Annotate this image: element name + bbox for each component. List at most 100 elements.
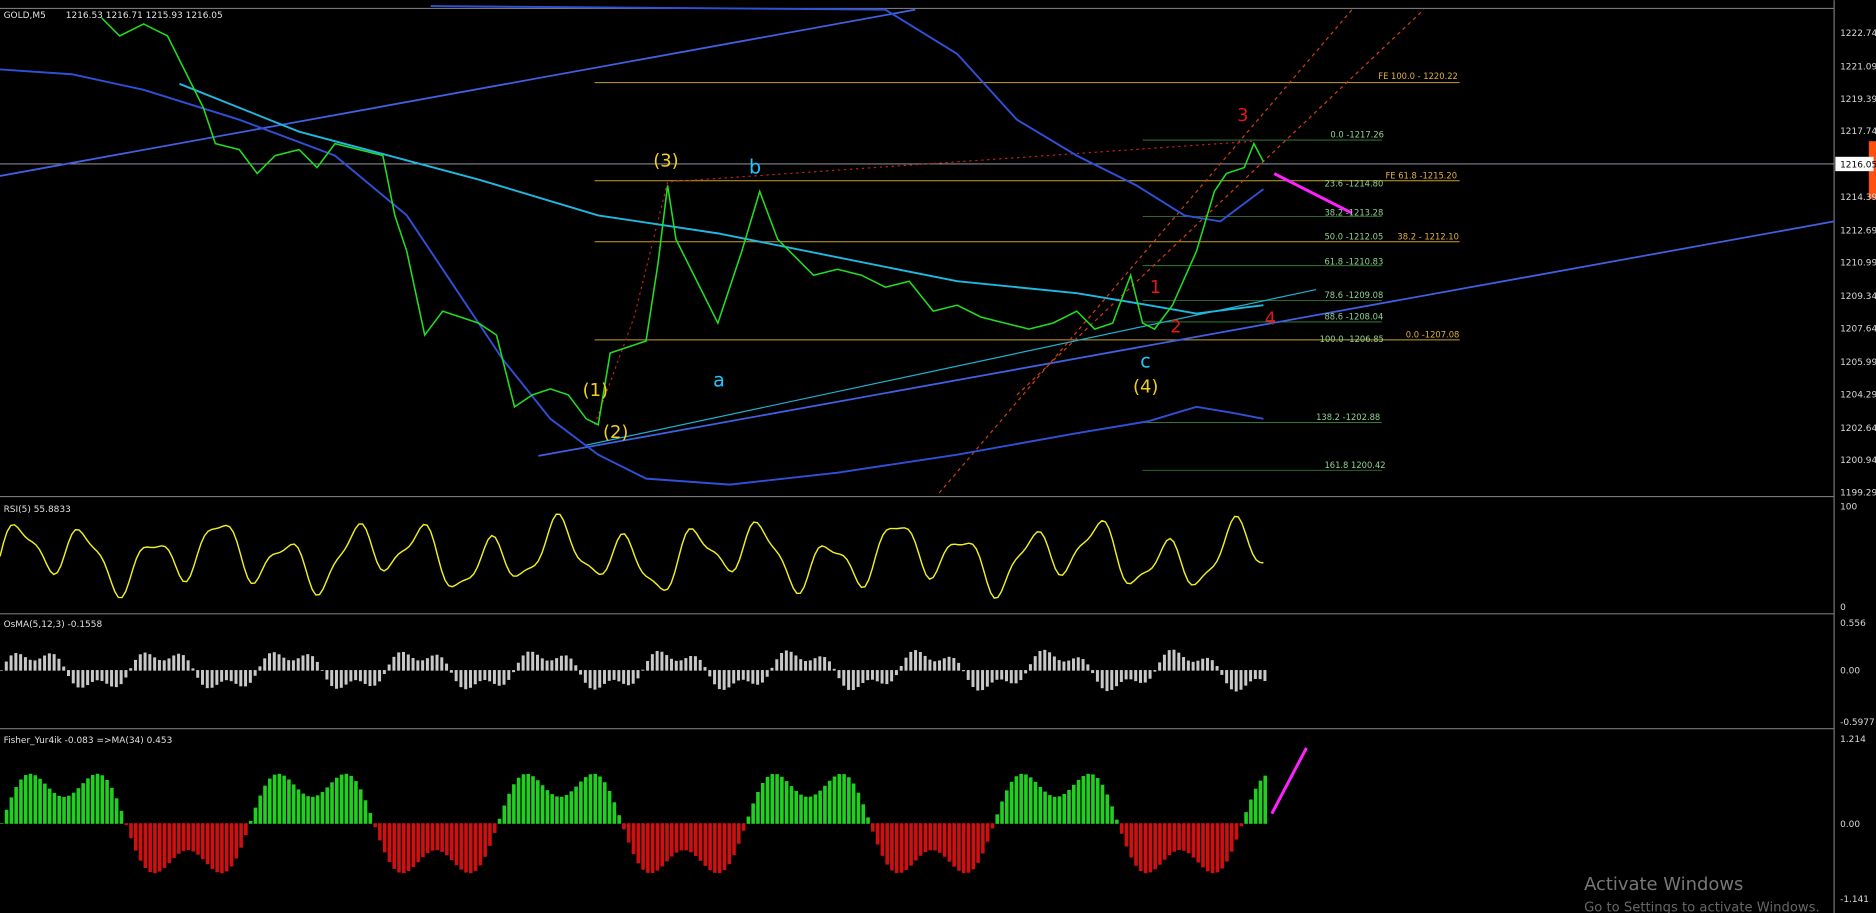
- decoration: [162, 823, 167, 868]
- decoration: [134, 823, 138, 851]
- decoration: [847, 777, 851, 824]
- decoration: [1105, 670, 1109, 692]
- decoration: [81, 670, 85, 688]
- decoration: [1201, 823, 1205, 868]
- decoration: [574, 665, 578, 671]
- decoration: [923, 655, 927, 671]
- decoration: [861, 670, 865, 684]
- fib-label: 78.6 -1209.08: [1324, 290, 1383, 300]
- decoration: [134, 659, 137, 671]
- decoration: [224, 670, 228, 681]
- decoration: [918, 823, 923, 856]
- decoration: [957, 662, 961, 671]
- watermark-subtitle: Go to Settings to activate Windows.: [1584, 901, 1820, 913]
- decoration: [81, 783, 85, 824]
- fe-label: FE 61.8 -1215.20: [1385, 170, 1457, 180]
- decoration: [378, 823, 382, 841]
- decoration: [153, 823, 157, 874]
- decoration: [306, 796, 310, 824]
- decoration: [804, 661, 807, 671]
- decoration: [1153, 670, 1157, 672]
- decoration: [287, 779, 291, 824]
- decoration: [181, 823, 186, 851]
- decoration: [617, 670, 621, 682]
- decoration: [593, 773, 598, 824]
- decoration: [1158, 662, 1162, 671]
- decoration: [1081, 659, 1085, 671]
- decoration: [918, 652, 922, 671]
- decoration: [1119, 670, 1123, 682]
- decoration: [325, 787, 330, 824]
- decoration: [579, 781, 583, 824]
- decoration: [1182, 823, 1186, 851]
- decoration: [138, 823, 143, 861]
- decoration: [650, 823, 655, 873]
- decoration: [402, 651, 405, 671]
- decoration: [473, 823, 478, 871]
- decoration: [990, 823, 995, 829]
- decoration: [655, 823, 660, 871]
- tick: 1221.09: [1840, 62, 1876, 72]
- decoration: [751, 670, 755, 684]
- decoration: [1067, 660, 1071, 671]
- fib-lines: [594, 82, 1460, 341]
- decoration: [617, 815, 621, 824]
- decoration: [770, 774, 775, 824]
- decoration: [713, 670, 717, 685]
- decoration: [114, 798, 119, 824]
- decoration: [445, 663, 449, 671]
- tick: 1207.64: [1840, 324, 1876, 334]
- decoration: [684, 823, 688, 851]
- decoration: [210, 823, 215, 869]
- decoration: [708, 823, 712, 871]
- decoration: [646, 823, 650, 873]
- fib-label: 50.0 -1212.05: [1324, 231, 1383, 241]
- decoration: [622, 670, 626, 684]
- decoration: [1172, 649, 1176, 671]
- decoration: [612, 670, 616, 680]
- decoration: [545, 660, 549, 671]
- decoration: [1234, 670, 1238, 692]
- fib-label: 88.6 -1208.04: [1324, 312, 1383, 322]
- decoration: [1249, 670, 1253, 682]
- decoration: [770, 667, 774, 671]
- decoration: [1143, 823, 1148, 874]
- decoration: [583, 670, 587, 683]
- decoration: [1115, 670, 1119, 687]
- decoration: [1038, 786, 1043, 824]
- decoration: [67, 670, 70, 676]
- decoration: [1072, 658, 1075, 671]
- decoration: [397, 823, 401, 873]
- decoration: [722, 670, 726, 690]
- decoration: [981, 823, 985, 854]
- decoration: [411, 658, 415, 671]
- fib-label: 138.2 -1202.88: [1316, 412, 1380, 422]
- decoration: [373, 670, 377, 686]
- decoration: [1043, 649, 1047, 671]
- decoration: [1033, 656, 1037, 671]
- fe-label: FE 100.0 - 1220.22: [1378, 71, 1458, 81]
- decoration: [961, 670, 965, 672]
- decoration: [550, 660, 554, 671]
- decoration: [1057, 660, 1061, 671]
- decoration: [425, 658, 429, 671]
- decoration: [272, 774, 277, 824]
- decoration: [86, 670, 90, 686]
- decoration: [105, 670, 109, 684]
- decoration: [167, 658, 171, 671]
- decoration: [880, 670, 884, 684]
- decoration: [832, 668, 836, 671]
- decoration: [363, 800, 368, 824]
- decoration: [1052, 656, 1056, 671]
- tick: 1204.29: [1840, 390, 1876, 400]
- decoration: [928, 659, 932, 671]
- decoration: [1215, 666, 1219, 671]
- arrow: [1273, 172, 1353, 215]
- fe-label: 0.0 -1207.08: [1406, 329, 1460, 339]
- decoration: [607, 791, 612, 824]
- decoration: [641, 669, 645, 671]
- symbol: GOLD,M5: [4, 11, 46, 21]
- decoration: [775, 659, 779, 671]
- tick: 1214.39: [1840, 193, 1876, 203]
- decoration: [1182, 657, 1186, 671]
